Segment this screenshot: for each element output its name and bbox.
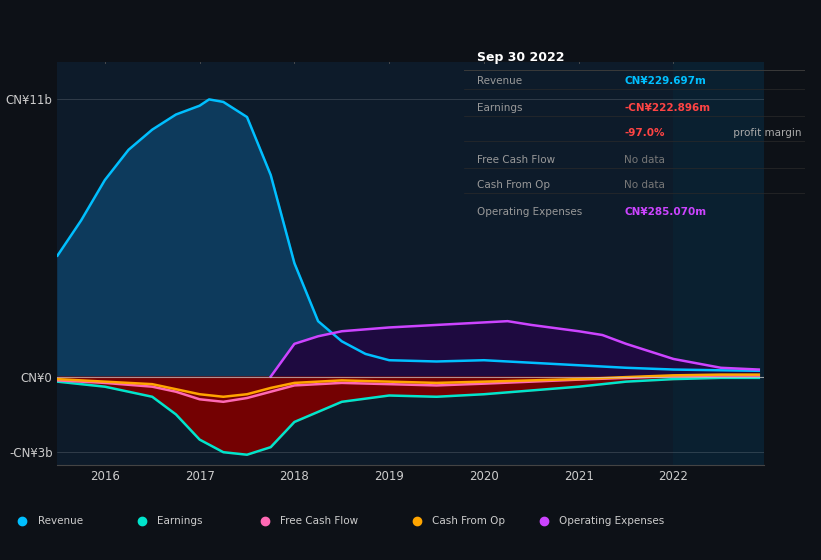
Text: Operating Expenses: Operating Expenses <box>478 208 583 217</box>
Text: No data: No data <box>624 155 665 165</box>
Text: Free Cash Flow: Free Cash Flow <box>280 516 358 526</box>
Text: profit margin: profit margin <box>731 128 802 138</box>
Text: Operating Expenses: Operating Expenses <box>559 516 664 526</box>
Bar <box>673 62 764 465</box>
Text: Earnings: Earnings <box>478 103 523 113</box>
Text: CN¥285.070m: CN¥285.070m <box>624 208 706 217</box>
Text: CN¥229.697m: CN¥229.697m <box>624 76 706 86</box>
Text: /yr: /yr <box>819 76 821 86</box>
Text: Cash From Op: Cash From Op <box>478 180 551 190</box>
Text: -CN¥222.896m: -CN¥222.896m <box>624 103 710 113</box>
Text: Sep 30 2022: Sep 30 2022 <box>478 51 565 64</box>
Text: Revenue: Revenue <box>38 516 83 526</box>
Text: Earnings: Earnings <box>157 516 203 526</box>
Text: Free Cash Flow: Free Cash Flow <box>478 155 556 165</box>
Text: -97.0%: -97.0% <box>624 128 664 138</box>
Text: Revenue: Revenue <box>478 76 523 86</box>
Text: /yr: /yr <box>819 208 821 217</box>
Text: Cash From Op: Cash From Op <box>432 516 505 526</box>
Text: No data: No data <box>624 180 665 190</box>
